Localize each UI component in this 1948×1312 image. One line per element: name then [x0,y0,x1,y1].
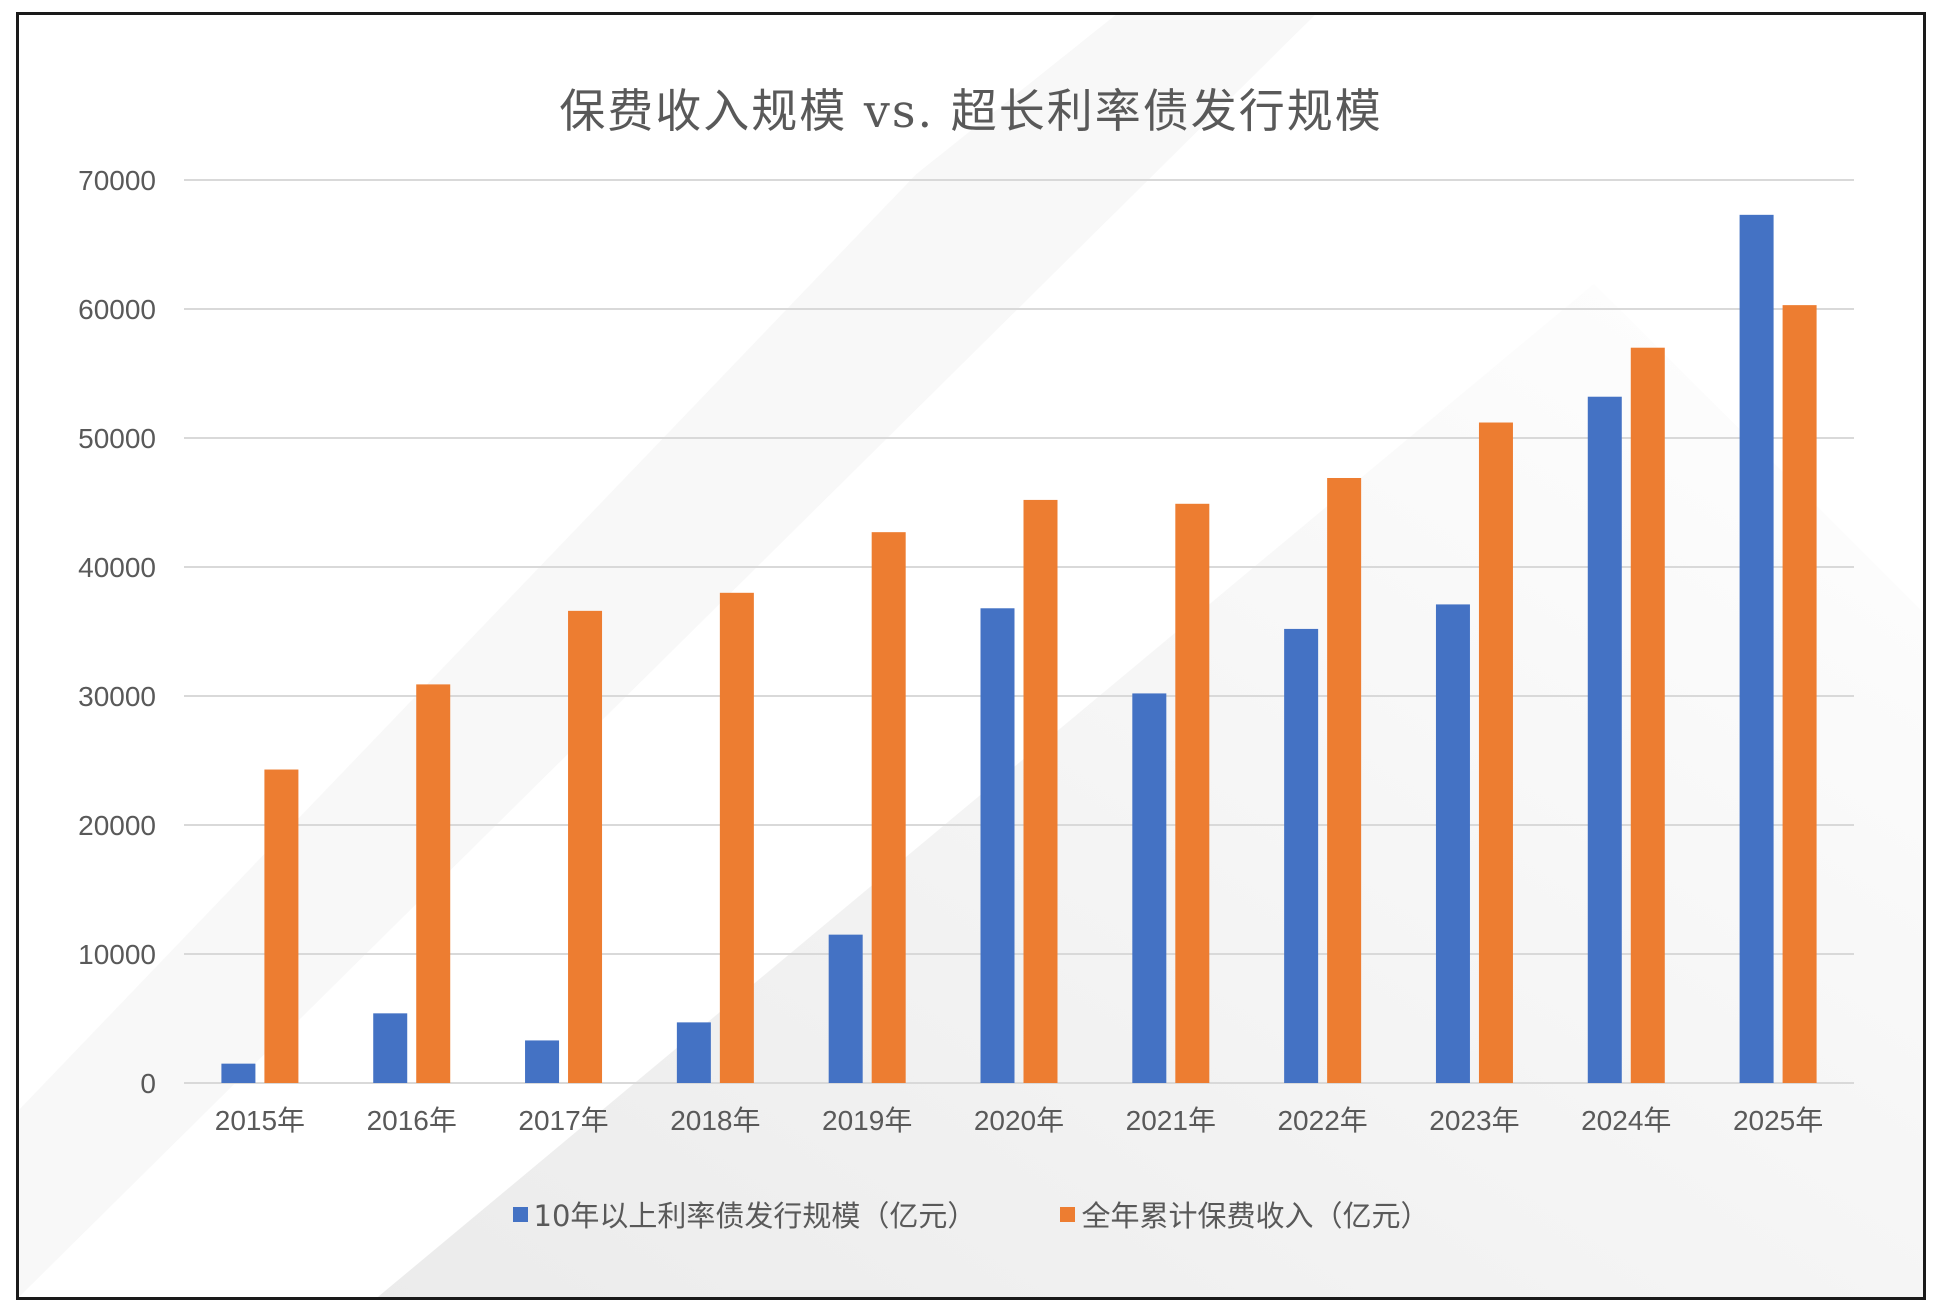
bar-long-bond-8 [1435,604,1470,1083]
y-tick-label: 30000 [78,681,156,712]
chart-legend: 10年以上利率债发行规模（亿元） 全年累计保费收入（亿元） [19,1193,1923,1235]
bar-premium-1 [416,684,451,1083]
x-tick-label: 2023年 [1429,1105,1519,1136]
y-tick-label: 60000 [78,294,156,325]
bar-long-bond-9 [1587,396,1622,1084]
x-tick-label: 2020年 [974,1105,1064,1136]
x-tick-label: 2016年 [367,1105,457,1136]
legend-swatch-long-bond [512,1206,528,1222]
bar-long-bond-5 [980,608,1015,1083]
bar-premium-8 [1478,422,1513,1083]
x-tick-label: 2024年 [1581,1105,1671,1136]
legend-item-premium: 全年累计保费收入（亿元） [1060,1193,1429,1235]
bar-long-bond-0 [221,1063,256,1083]
bar-premium-6 [1175,503,1210,1083]
y-tick-label: 20000 [78,810,156,841]
bar-premium-7 [1327,477,1362,1083]
legend-label-premium: 全年累计保费收入（亿元） [1081,1199,1430,1233]
bar-long-bond-6 [1132,693,1167,1083]
y-tick-label: 70000 [78,165,156,196]
bar-long-bond-2 [525,1040,560,1083]
bar-premium-4 [871,532,906,1083]
x-tick-label: 2017年 [518,1105,608,1136]
x-tick-label: 2025年 [1733,1105,1823,1136]
bar-premium-9 [1630,347,1665,1083]
x-tick-label: 2018年 [670,1105,760,1136]
bar-premium-2 [568,610,603,1083]
bar-long-bond-7 [1284,628,1319,1083]
bar-long-bond-4 [828,934,863,1083]
bar-long-bond-1 [373,1013,408,1083]
chart-title: 保费收入规模 vs. 超长利率债发行规模 [559,84,1383,138]
legend-swatch-premium [1060,1206,1076,1222]
y-tick-label: 10000 [78,939,156,970]
bar-premium-0 [264,769,299,1083]
chart-frame: 保费收入规模 vs. 超长利率债发行规模 0 10000 20000 30000 400… [16,12,1926,1300]
x-tick-label: 2021年 [1126,1105,1216,1136]
legend-label-long-bond: 10年以上利率债发行规模（亿元） [533,1199,977,1233]
bar-premium-10 [1782,305,1817,1083]
bar-long-bond-10 [1739,214,1774,1083]
bar-chart: 0 10000 20000 30000 40000 50000 60000 70000 2015… [78,165,1854,1136]
bar-premium-5 [1023,499,1058,1083]
x-tick-label: 2019年 [822,1105,912,1136]
y-tick-label: 0 [140,1068,156,1099]
legend-item-long-bond: 10年以上利率债发行规模（亿元） [512,1193,977,1235]
y-tick-label: 50000 [78,423,156,454]
y-tick-label: 40000 [78,552,156,583]
bar-long-bond-3 [676,1022,711,1083]
bar-premium-3 [719,592,754,1083]
x-tick-label: 2022年 [1277,1105,1367,1136]
x-tick-label: 2015年 [215,1105,305,1136]
